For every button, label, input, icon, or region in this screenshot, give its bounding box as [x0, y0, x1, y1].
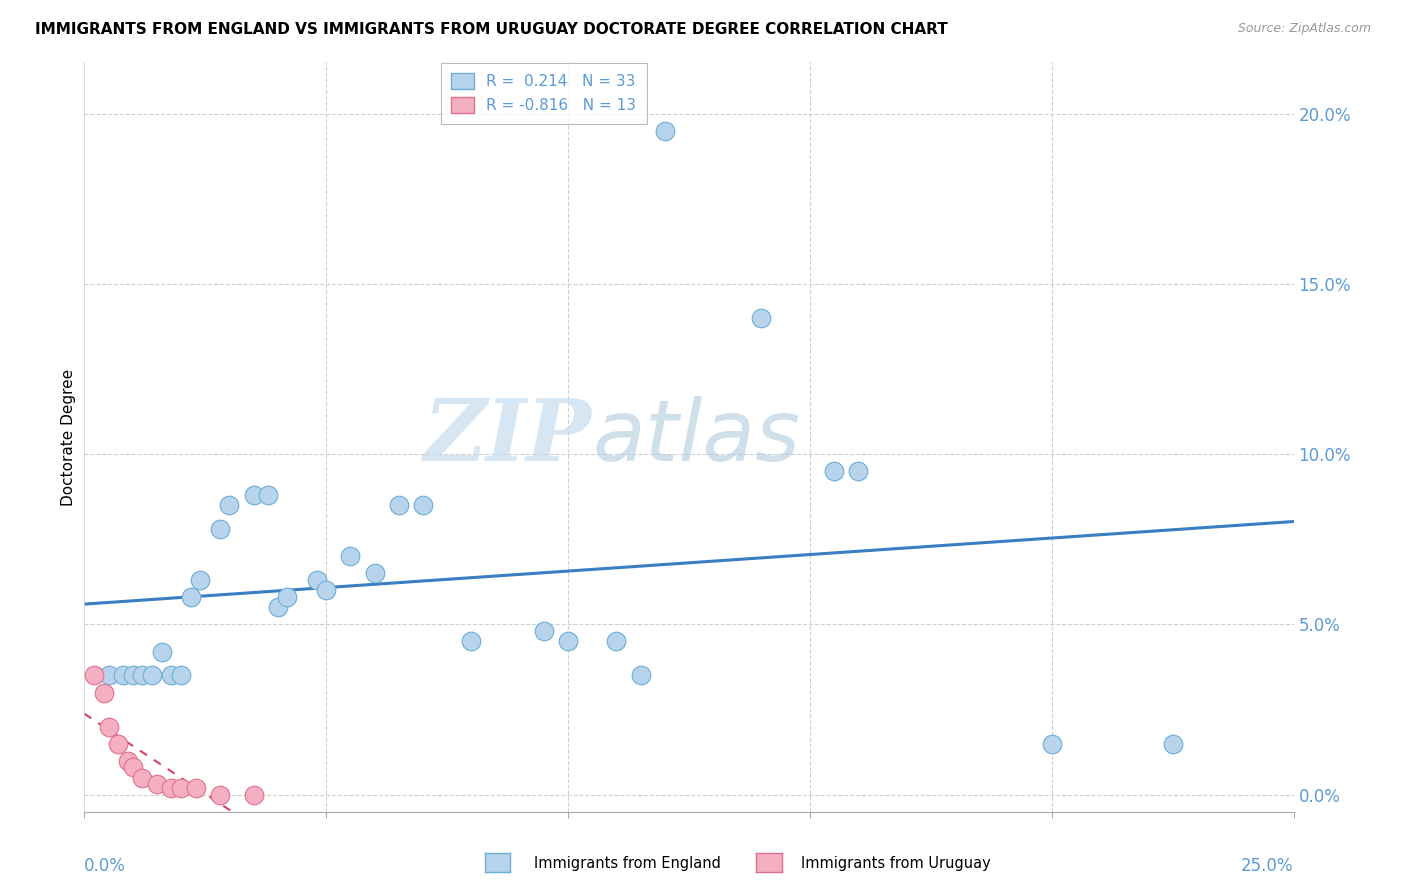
- Point: [131, 668, 153, 682]
- Point: [388, 498, 411, 512]
- Point: [315, 583, 337, 598]
- Point: [276, 590, 298, 604]
- Point: [150, 645, 173, 659]
- Text: 25.0%: 25.0%: [1241, 856, 1294, 875]
- Point: [339, 549, 361, 564]
- Text: 0.0%: 0.0%: [84, 856, 127, 875]
- Point: [305, 573, 328, 587]
- Point: [257, 488, 280, 502]
- Point: [208, 522, 231, 536]
- Point: [1040, 737, 1063, 751]
- Y-axis label: Doctorate Degree: Doctorate Degree: [60, 368, 76, 506]
- Point: [823, 464, 845, 478]
- Point: [751, 310, 773, 325]
- Point: [460, 634, 482, 648]
- Point: [112, 668, 135, 682]
- Point: [131, 771, 153, 785]
- Point: [267, 600, 290, 615]
- Point: [170, 668, 193, 682]
- Point: [846, 464, 869, 478]
- Point: [242, 788, 264, 802]
- Text: Source: ZipAtlas.com: Source: ZipAtlas.com: [1237, 22, 1371, 36]
- Point: [630, 668, 652, 682]
- Point: [141, 668, 163, 682]
- Point: [184, 780, 207, 795]
- Text: Immigrants from England: Immigrants from England: [534, 856, 721, 871]
- Point: [1161, 737, 1184, 751]
- Point: [412, 498, 434, 512]
- Point: [146, 777, 169, 791]
- Point: [160, 780, 183, 795]
- Point: [533, 624, 555, 639]
- Point: [190, 573, 212, 587]
- Point: [363, 566, 385, 581]
- Point: [557, 634, 579, 648]
- Point: [83, 668, 105, 682]
- Text: Immigrants from Uruguay: Immigrants from Uruguay: [801, 856, 991, 871]
- Point: [121, 668, 143, 682]
- Point: [160, 668, 183, 682]
- Point: [208, 788, 231, 802]
- Point: [121, 760, 143, 774]
- Text: IMMIGRANTS FROM ENGLAND VS IMMIGRANTS FROM URUGUAY DOCTORATE DEGREE CORRELATION : IMMIGRANTS FROM ENGLAND VS IMMIGRANTS FR…: [35, 22, 948, 37]
- Point: [170, 780, 193, 795]
- Point: [605, 634, 627, 648]
- Text: ZIP: ZIP: [425, 395, 592, 479]
- Point: [218, 498, 240, 512]
- Point: [117, 754, 139, 768]
- Point: [242, 488, 264, 502]
- Point: [107, 737, 129, 751]
- Point: [97, 668, 120, 682]
- Text: atlas: atlas: [592, 395, 800, 479]
- Point: [180, 590, 202, 604]
- Point: [654, 123, 676, 137]
- Legend: R =  0.214   N = 33, R = -0.816   N = 13: R = 0.214 N = 33, R = -0.816 N = 13: [440, 62, 647, 124]
- Point: [93, 685, 115, 699]
- Point: [97, 720, 120, 734]
